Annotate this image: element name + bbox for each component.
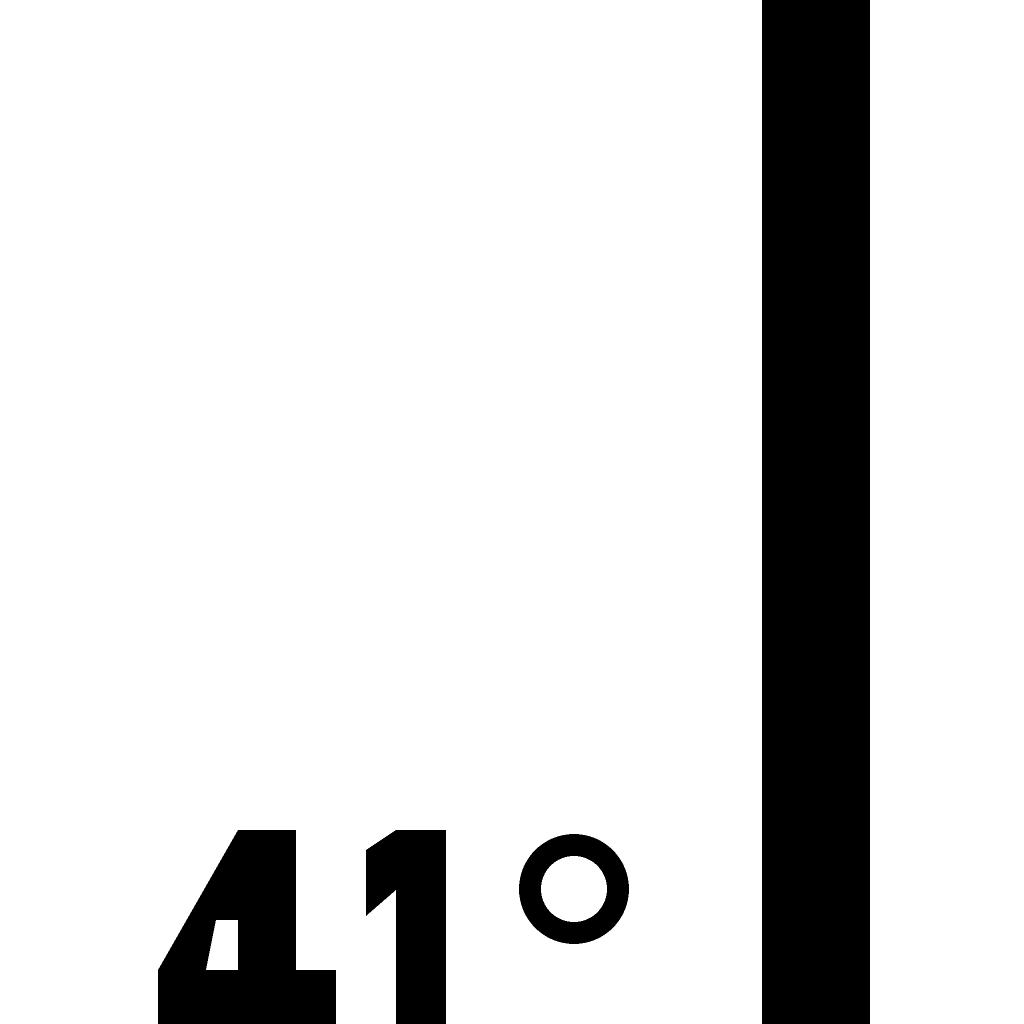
digit-one bbox=[366, 830, 446, 1024]
temperature-readout: 41° bbox=[158, 820, 658, 1024]
degree-icon bbox=[519, 834, 629, 944]
digit-four bbox=[158, 830, 336, 1024]
temperature-glyphs bbox=[158, 830, 629, 1024]
vertical-bar bbox=[762, 0, 870, 1024]
